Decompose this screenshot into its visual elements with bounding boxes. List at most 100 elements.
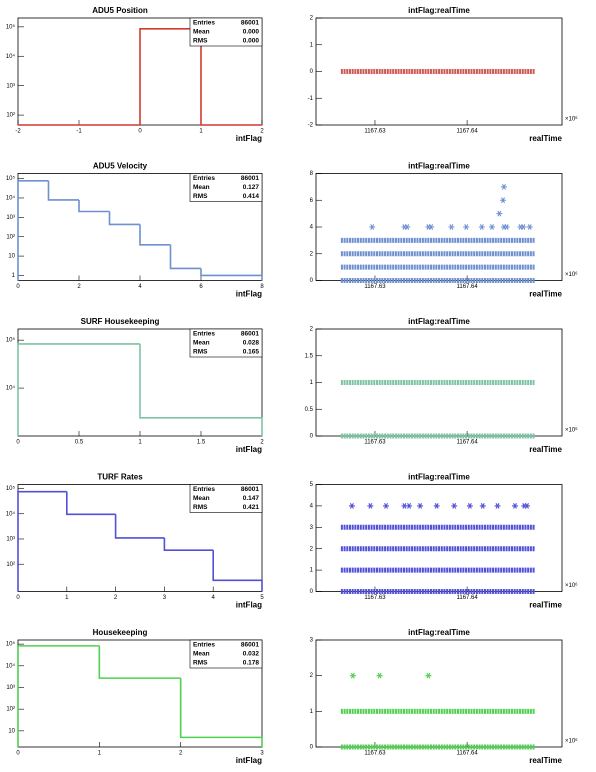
x-tick-label: 2 [260, 129, 264, 135]
point [520, 224, 527, 230]
y-tick-label: 4 [310, 503, 314, 509]
x-tick-label: 1 [138, 440, 142, 446]
x-tick-label: 6 [199, 284, 203, 290]
x-tick-label: 0 [16, 751, 20, 757]
histogram-bin [17, 179, 49, 281]
histogram-bin [139, 224, 171, 246]
point [406, 503, 413, 509]
stats-label: Mean [193, 651, 210, 658]
point [448, 224, 455, 230]
y-tick-label: 2 [310, 673, 314, 679]
x-exponent: ×10⁶ [565, 582, 578, 589]
point [417, 503, 424, 509]
stats-value: 86001 [241, 642, 259, 649]
stats-value: 0.414 [243, 193, 260, 200]
x-tick-label: 2 [114, 595, 118, 601]
stats-label: Entries [193, 642, 215, 649]
y-tick-label: 10 [8, 254, 15, 260]
stats-value: 0.147 [243, 495, 260, 502]
x-tick-label: 1167.64 [456, 595, 478, 601]
point [503, 224, 510, 230]
chart-title: ADU5 Velocity [93, 162, 148, 171]
x-tick-label: 0 [16, 284, 20, 290]
histogram-bin [114, 514, 165, 539]
x-exponent: ×10⁶ [565, 271, 578, 278]
point [404, 224, 411, 230]
x-tick-label: -2 [15, 129, 21, 135]
stats-value: 86001 [241, 20, 259, 27]
y-tick-label: 10⁵ [6, 23, 16, 30]
y-tick-label: 10⁴ [6, 195, 16, 202]
y-tick-label: -1 [308, 96, 314, 102]
y-tick-label: 10⁵ [6, 641, 16, 648]
histogram-bin [108, 211, 140, 226]
stats-value: 0.165 [243, 349, 260, 356]
y-tick-label: 10³ [6, 537, 15, 543]
stats-box [189, 639, 263, 669]
stats-label: RMS [193, 193, 208, 200]
chart-title: intFlag:realTime [408, 162, 470, 171]
stats-value: 0.178 [243, 660, 260, 667]
chart-title: intFlag:realTime [408, 628, 470, 637]
histogram-bin [200, 268, 232, 277]
plot-frame [315, 484, 563, 592]
histogram-bin [169, 244, 201, 270]
point [478, 224, 485, 230]
stats-value: 0.000 [243, 38, 260, 45]
point [500, 184, 507, 190]
stats-label: Mean [193, 184, 210, 191]
x-axis-label: intFlag [236, 445, 262, 454]
y-tick-label: 1 [310, 568, 314, 574]
x-tick-label: 5 [260, 595, 264, 601]
y-tick-label: 3 [310, 525, 314, 531]
stats-box [189, 484, 263, 513]
y-tick-label: 10⁴ [6, 53, 16, 60]
y-tick-label: 2 [310, 16, 314, 22]
x-tick-label: 0 [16, 440, 20, 446]
stats-label: Mean [193, 29, 210, 36]
y-tick-label: 5 [310, 482, 314, 488]
x-tick-label: 1167.64 [456, 129, 478, 135]
chart-title: intFlag:realTime [408, 317, 470, 326]
point [376, 672, 383, 679]
histogram-bin [212, 550, 263, 592]
y-tick-label: 2 [310, 251, 314, 257]
y-tick-label: 10² [6, 562, 15, 568]
histogram-bin [163, 537, 214, 551]
point [433, 503, 440, 509]
chart-title: ADU5 Position [92, 6, 148, 15]
y-tick-label: 3 [310, 638, 314, 644]
y-tick-label: 0.5 [305, 407, 314, 413]
x-tick-label: 1 [199, 129, 203, 135]
point [349, 672, 356, 679]
stats-value: 86001 [241, 331, 259, 338]
x-tick-label: 1167.63 [364, 129, 386, 135]
x-tick-label: 1167.63 [364, 284, 386, 290]
y-tick-label: 10⁴ [6, 662, 16, 669]
chart-title: intFlag:realTime [408, 6, 470, 15]
point [479, 503, 486, 509]
x-tick-label: 2 [179, 751, 183, 757]
x-tick-label: 3 [163, 595, 167, 601]
y-tick-label: 10³ [6, 215, 15, 221]
chart-title: intFlag:realTime [408, 473, 470, 482]
stats-value: 0.127 [243, 184, 260, 191]
y-tick-label: 10² [6, 113, 15, 119]
x-tick-label: 1167.64 [456, 751, 478, 757]
histogram-bin [231, 274, 263, 281]
x-axis-label: realTime [529, 290, 562, 299]
x-axis-label: realTime [529, 134, 562, 143]
x-exponent: ×10⁶ [565, 738, 578, 745]
stats-label: RMS [193, 38, 208, 45]
histogram-bin [17, 490, 67, 592]
x-tick-label: 0 [138, 129, 142, 135]
x-tick-label: 1167.63 [364, 595, 386, 601]
stats-box [189, 173, 263, 202]
y-tick-label: 10 [8, 728, 15, 734]
x-axis-label: realTime [529, 756, 562, 765]
histogram-bin [139, 343, 263, 436]
y-tick-label: 10³ [6, 83, 15, 89]
point [512, 503, 519, 509]
stats-value: 0.028 [243, 340, 260, 347]
stats-label: Mean [193, 495, 210, 502]
